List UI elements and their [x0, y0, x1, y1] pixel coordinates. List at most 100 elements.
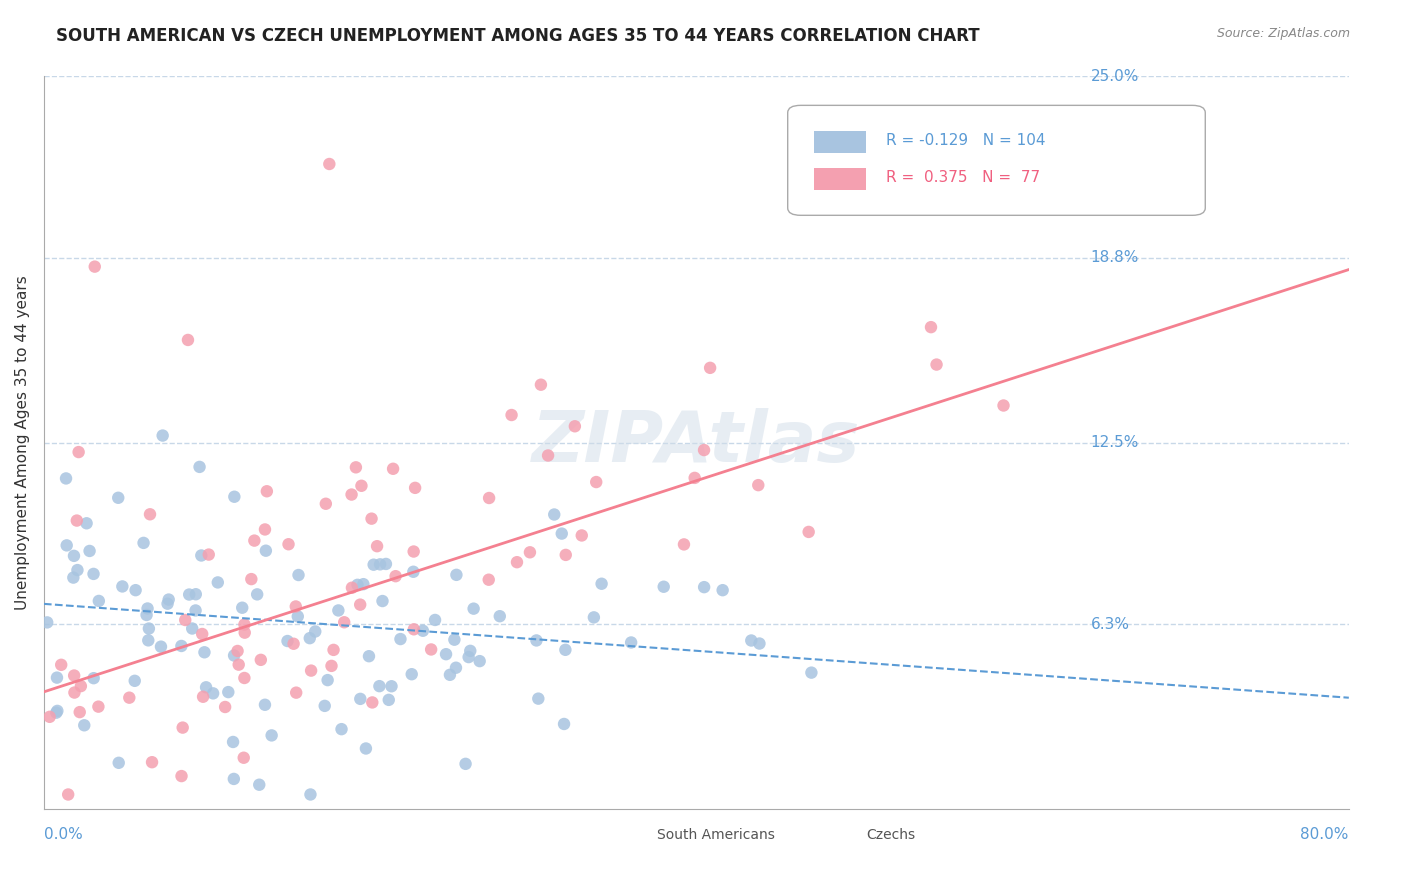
Point [551, 526, 574, 541]
Point [527, 691, 550, 706]
Text: 18.8%: 18.8% [1091, 251, 1139, 265]
Point [179, 588, 201, 602]
Point [346, 578, 368, 592]
Point [993, 399, 1015, 413]
Text: ZIPAtlas: ZIPAtlas [531, 408, 860, 477]
Point [246, 587, 269, 601]
Point [368, 558, 391, 572]
Point [37, 615, 59, 630]
Point [222, 735, 245, 749]
Point [526, 633, 548, 648]
Point [357, 649, 380, 664]
Point [190, 549, 212, 563]
Point [380, 679, 402, 693]
Point [83, 671, 105, 685]
Point [652, 580, 675, 594]
Point [66, 563, 89, 577]
Point [67, 445, 90, 459]
Point [340, 487, 363, 501]
Point [217, 685, 239, 699]
Point [330, 722, 353, 736]
Point [87, 594, 110, 608]
Point [283, 637, 305, 651]
Point [38, 710, 60, 724]
Point [322, 643, 344, 657]
Point [170, 769, 193, 783]
Point [107, 756, 129, 770]
Point [285, 686, 308, 700]
Point [132, 536, 155, 550]
Point [478, 573, 501, 587]
Point [800, 665, 823, 680]
Point [181, 622, 204, 636]
Point [318, 157, 340, 171]
Point [371, 594, 394, 608]
Text: SOUTH AMERICAN VS CZECH UNEMPLOYMENT AMONG AGES 35 TO 44 YEARS CORRELATION CHART: SOUTH AMERICAN VS CZECH UNEMPLOYMENT AMO… [56, 27, 980, 45]
Point [748, 636, 770, 650]
Point [195, 681, 218, 695]
Point [260, 728, 283, 742]
Point [118, 690, 141, 705]
Text: 12.5%: 12.5% [1091, 435, 1139, 450]
Point [554, 642, 576, 657]
Point [247, 778, 270, 792]
Point [443, 632, 465, 647]
Point [157, 592, 180, 607]
Point [188, 459, 211, 474]
Text: R = -0.129   N = 104: R = -0.129 N = 104 [886, 133, 1045, 148]
Point [377, 693, 399, 707]
Point [79, 544, 101, 558]
Point [233, 617, 256, 632]
Point [620, 635, 643, 649]
Point [124, 583, 146, 598]
Point [287, 568, 309, 582]
Point [711, 583, 734, 598]
Point [349, 598, 371, 612]
Point [55, 471, 77, 485]
Point [315, 497, 337, 511]
Point [366, 539, 388, 553]
Point [63, 549, 86, 563]
Point [384, 569, 406, 583]
Point [797, 524, 820, 539]
Point [457, 650, 479, 665]
Point [468, 654, 491, 668]
Point [62, 571, 84, 585]
Point [214, 700, 236, 714]
Point [87, 699, 110, 714]
Y-axis label: Unemployment Among Ages 35 to 44 years: Unemployment Among Ages 35 to 44 years [15, 276, 30, 610]
Point [591, 576, 613, 591]
Text: 6.3%: 6.3% [1091, 617, 1129, 632]
Point [672, 537, 695, 551]
Point [226, 644, 249, 658]
Point [299, 664, 322, 678]
Point [207, 575, 229, 590]
Point [184, 587, 207, 601]
Point [277, 537, 299, 551]
Point [170, 639, 193, 653]
Text: R =  0.375   N =  77: R = 0.375 N = 77 [886, 169, 1039, 185]
Point [553, 717, 575, 731]
Point [124, 673, 146, 688]
Point [222, 772, 245, 786]
Point [333, 615, 356, 630]
Point [463, 601, 485, 615]
Point [254, 543, 277, 558]
Point [350, 479, 373, 493]
Point [420, 642, 443, 657]
Point [446, 567, 468, 582]
Point [256, 484, 278, 499]
FancyBboxPatch shape [787, 105, 1205, 215]
Point [51, 657, 73, 672]
Point [360, 511, 382, 525]
Point [699, 360, 721, 375]
Point [138, 622, 160, 636]
Point [55, 538, 77, 552]
Point [240, 572, 263, 586]
Bar [619, 831, 651, 846]
Point [276, 634, 298, 648]
Bar [827, 831, 859, 846]
Point [454, 756, 477, 771]
Point [389, 632, 412, 646]
Point [228, 657, 250, 672]
